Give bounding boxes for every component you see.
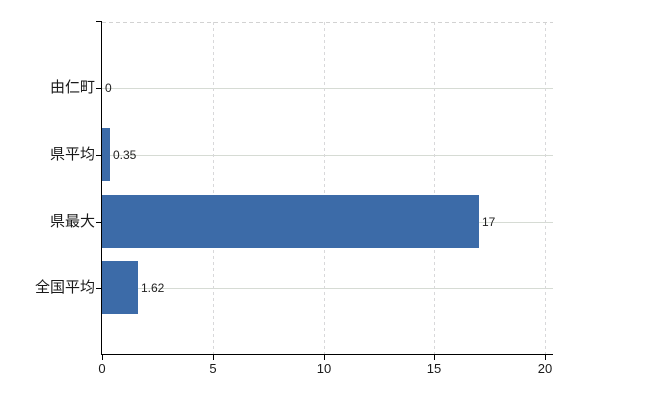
gridline-horizontal [102,155,553,156]
gridline-horizontal [102,288,553,289]
category-label: 県平均 [49,146,95,163]
bar-value-label: 0 [105,81,112,95]
x-tick-label: 0 [98,361,106,376]
bar-value-label: 17 [482,215,496,229]
y-axis-end-tick [96,21,102,22]
gridline-vertical [434,22,435,354]
x-axis-tick-mark [324,354,325,360]
bar [102,261,138,314]
gridline-vertical [545,22,546,354]
gridline-vertical [213,22,214,354]
x-tick-label: 10 [316,361,332,376]
category-label: 県最大 [49,213,95,230]
x-axis-tick-mark [213,354,214,360]
y-axis-line [101,21,102,354]
gridline-horizontal [102,88,553,89]
x-axis-tick-mark [545,354,546,360]
category-label: 全国平均 [34,279,95,296]
bar-value-label: 1.62 [141,281,165,295]
bar-value-label: 0.35 [113,148,137,162]
y-axis-tick-mark [96,288,102,289]
x-axis-tick-mark [102,354,103,360]
category-label: 由仁町 [49,79,95,96]
y-axis-tick-mark [96,88,102,89]
x-tick-label: 20 [537,361,553,376]
x-axis-line [101,354,553,355]
plot-top-border [102,22,553,23]
y-axis-tick-mark [96,222,102,223]
gridline-vertical [324,22,325,354]
bar [102,195,479,248]
y-axis-tick-mark [96,155,102,156]
bar [102,128,110,181]
x-tick-label: 5 [209,361,217,376]
x-axis-tick-mark [434,354,435,360]
x-tick-label: 15 [426,361,442,376]
